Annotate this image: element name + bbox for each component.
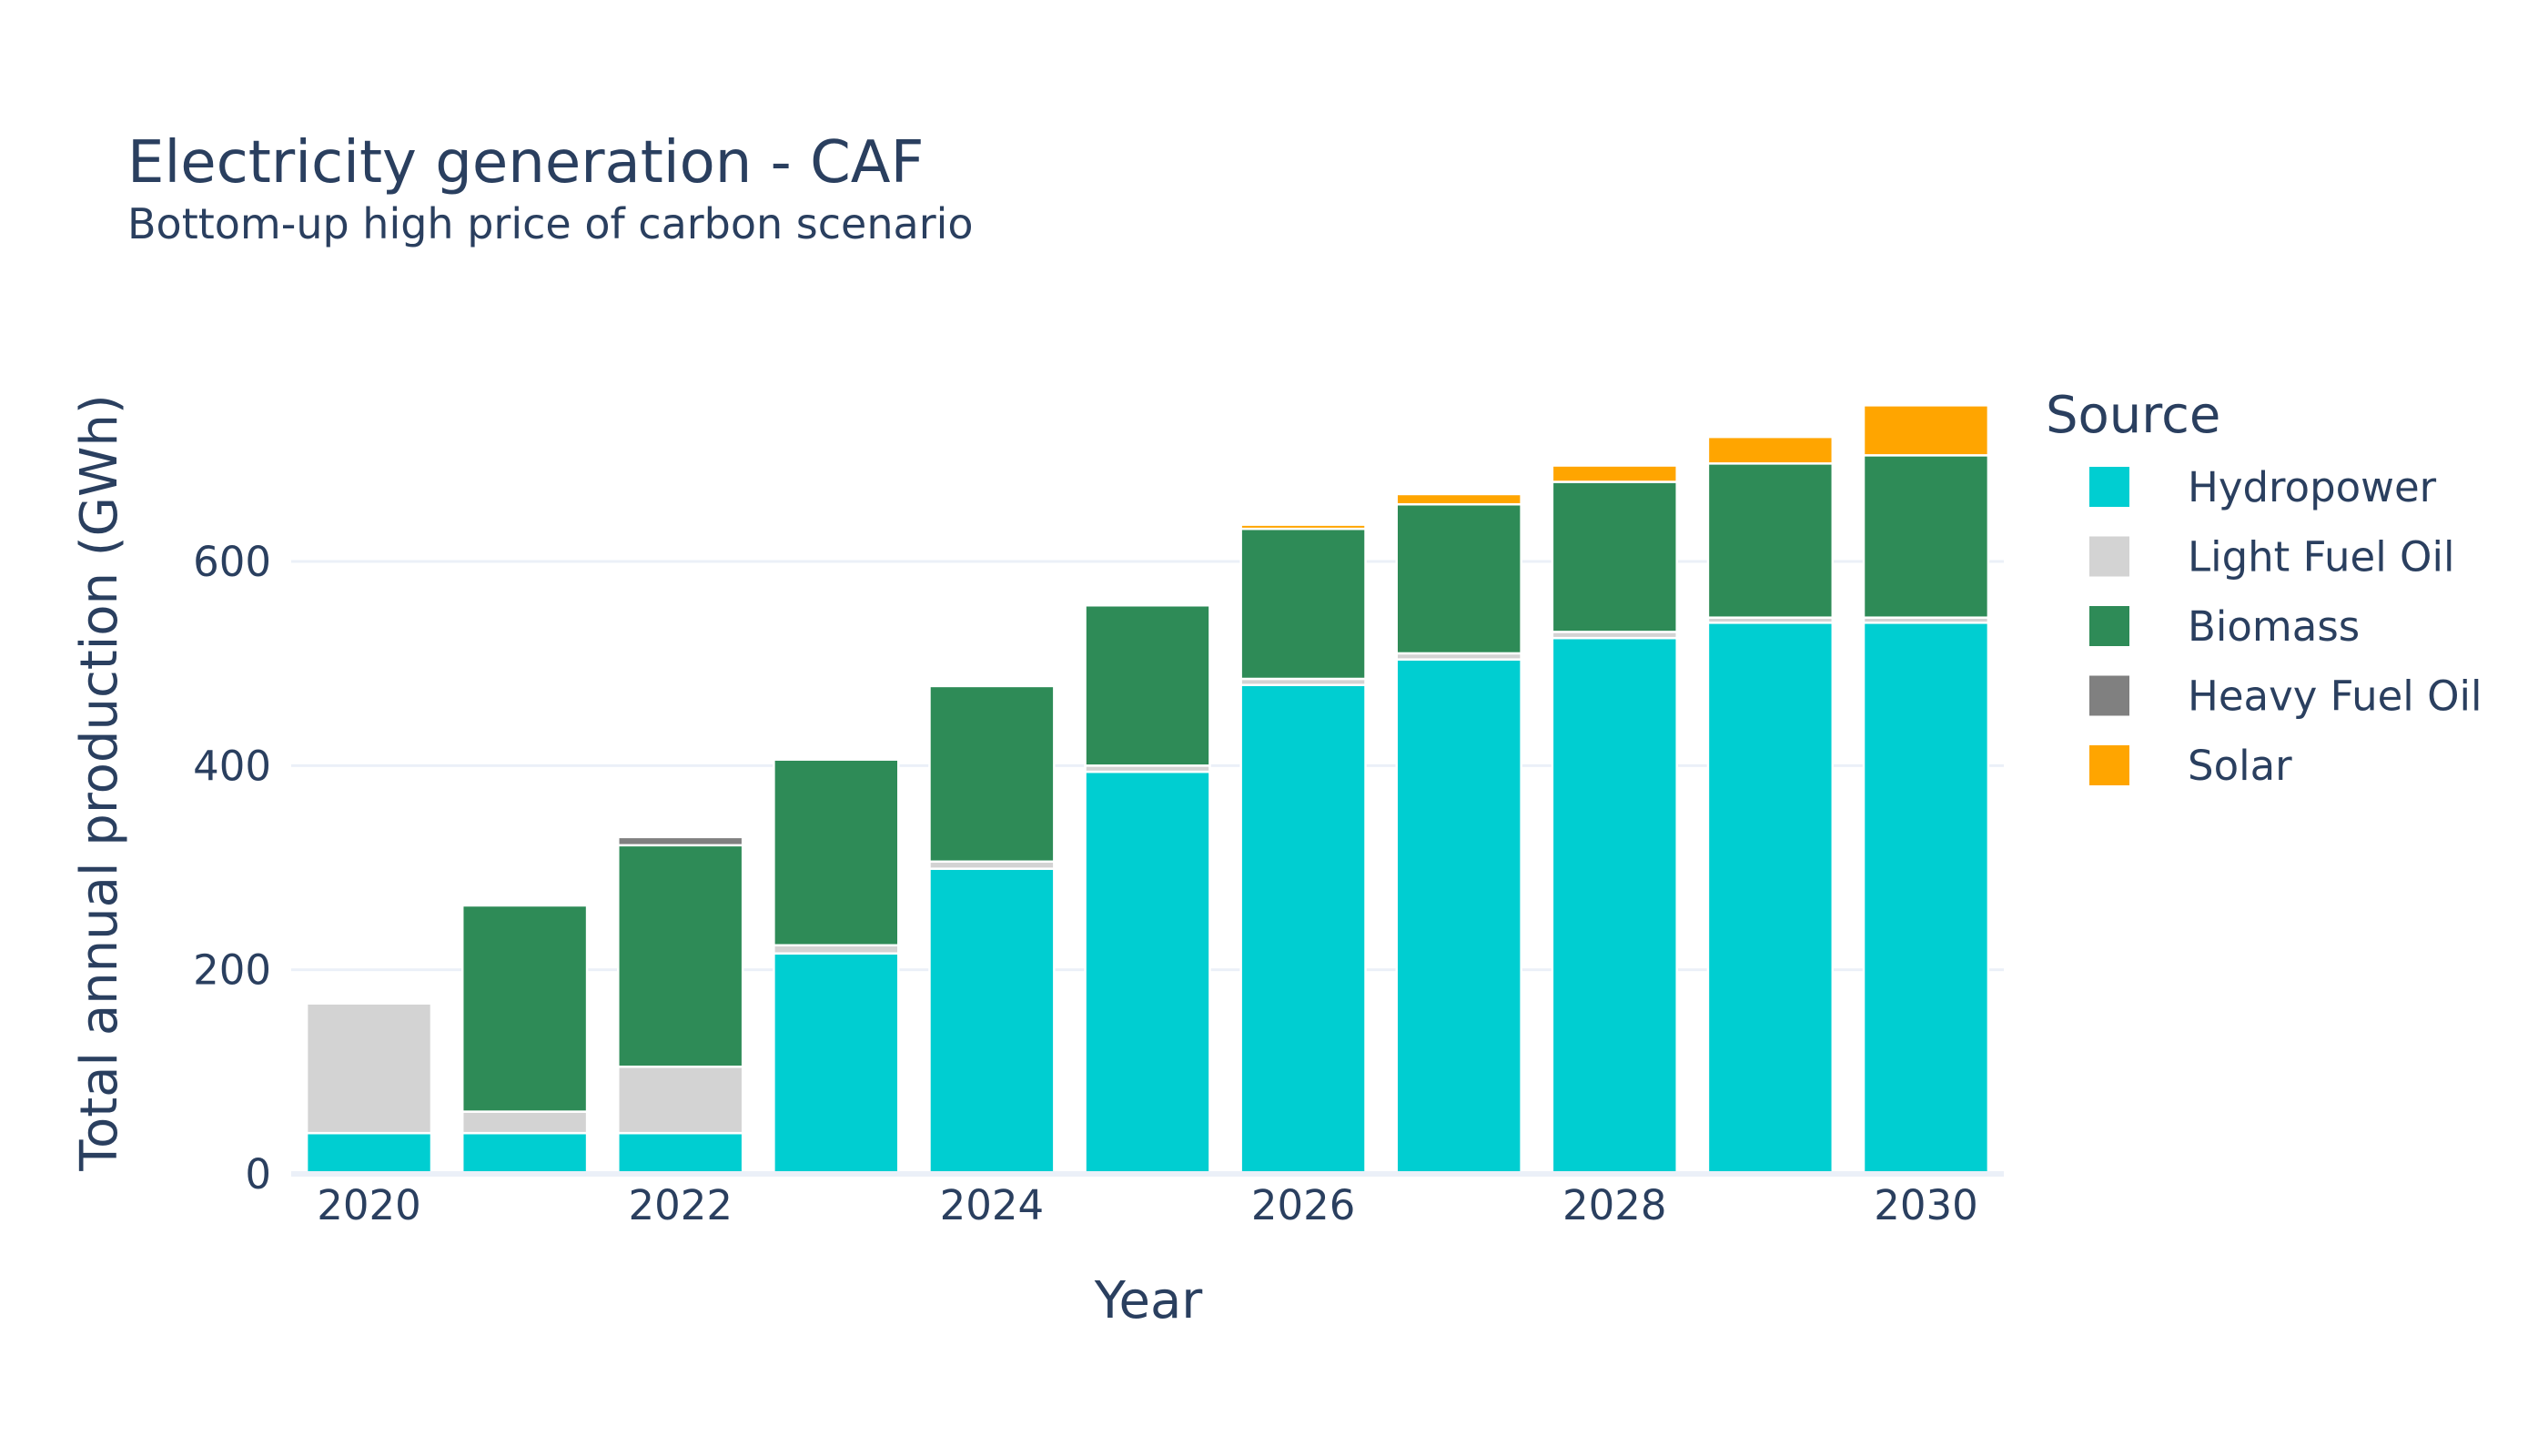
chart-subtitle: Bottom-up high price of carbon scenario	[127, 199, 974, 248]
bar-light-fuel-oil-2021	[460, 1110, 589, 1135]
bar-heavy-fuel-oil-2022	[617, 835, 744, 847]
bar-light-fuel-oil-2020	[305, 1002, 433, 1135]
y-tick-label-600: 600	[193, 538, 271, 586]
y-axis-ticks: 0 200 400 600	[193, 538, 271, 1198]
bar-biomass-2029	[1706, 462, 1835, 619]
bar-light-fuel-oil-2023	[773, 944, 900, 955]
x-axis-title: Year	[1094, 1271, 1204, 1330]
bar-solar-2030	[1862, 404, 1990, 457]
legend-label-heavy-fuel-oil: Heavy Fuel Oil	[2188, 672, 2482, 721]
bar-biomass-2030	[1862, 454, 1990, 619]
bars	[305, 404, 1990, 1176]
chart-title: Electricity generation - CAF	[127, 129, 924, 197]
y-tick-label-0: 0	[245, 1150, 271, 1198]
legend-swatch-hydropower	[2089, 467, 2129, 507]
legend: Source Hydropower Light Fuel Oil Biomass He…	[2046, 386, 2482, 790]
x-axis-ticks: 2020 2022 2024 2026 2028 2030	[317, 1181, 1977, 1229]
bar-biomass-2028	[1551, 480, 1678, 633]
x-tick-label-2020: 2020	[317, 1181, 421, 1229]
bar-hydropower-2029	[1706, 622, 1835, 1176]
bar-hydropower-2025	[1084, 770, 1211, 1176]
x-tick-label-2028: 2028	[1562, 1181, 1667, 1229]
bar-biomass-2024	[928, 684, 1056, 864]
legend-title: Source	[2046, 386, 2220, 445]
legend-swatch-light-fuel-oil	[2089, 536, 2129, 577]
legend-label-biomass: Biomass	[2188, 602, 2360, 651]
bar-biomass-2025	[1084, 603, 1211, 767]
bar-hydropower-2030	[1862, 622, 1990, 1176]
bar-heavy-fuel-oil-2025	[1084, 602, 1211, 607]
bar-heavy-fuel-oil-2023	[773, 756, 900, 761]
bar-solar-2026	[1239, 523, 1367, 531]
bar-hydropower-2027	[1395, 658, 1522, 1176]
bar-hydropower-2020	[305, 1131, 433, 1176]
bar-hydropower-2023	[773, 952, 900, 1176]
bar-hydropower-2024	[928, 867, 1056, 1176]
legend-label-solar: Solar	[2188, 742, 2292, 790]
x-tick-label-2026: 2026	[1251, 1181, 1356, 1229]
bar-hydropower-2022	[617, 1131, 744, 1176]
bar-biomass-2023	[773, 758, 900, 946]
legend-label-hydropower: Hydropower	[2188, 463, 2437, 511]
bar-light-fuel-oil-2022	[617, 1065, 744, 1135]
bar-biomass-2026	[1239, 527, 1367, 681]
bar-hydropower-2021	[460, 1131, 589, 1176]
bar-hydropower-2026	[1239, 683, 1367, 1176]
x-tick-label-2024: 2024	[940, 1181, 1045, 1229]
x-tick-label-2030: 2030	[1874, 1181, 1978, 1229]
y-axis-title: Total annual production (GWh)	[70, 394, 129, 1172]
legend-swatch-solar	[2089, 745, 2129, 785]
x-tick-label-2022: 2022	[628, 1181, 733, 1229]
bar-biomass-2027	[1395, 502, 1522, 655]
bar-hydropower-2028	[1551, 636, 1678, 1176]
legend-items: Hydropower Light Fuel Oil Biomass Heavy Fue…	[2089, 463, 2482, 790]
legend-swatch-heavy-fuel-oil	[2089, 675, 2129, 716]
y-tick-label-200: 200	[193, 946, 271, 995]
bar-biomass-2022	[617, 844, 744, 1068]
legend-label-light-fuel-oil: Light Fuel Oil	[2188, 533, 2454, 581]
bar-solar-2028	[1551, 464, 1678, 483]
bar-heavy-fuel-oil-2024	[928, 682, 1056, 688]
legend-swatch-biomass	[2089, 606, 2129, 646]
bar-biomass-2021	[460, 904, 589, 1113]
bar-solar-2029	[1706, 435, 1835, 465]
bar-solar-2027	[1395, 492, 1522, 506]
y-tick-label-400: 400	[193, 742, 271, 790]
